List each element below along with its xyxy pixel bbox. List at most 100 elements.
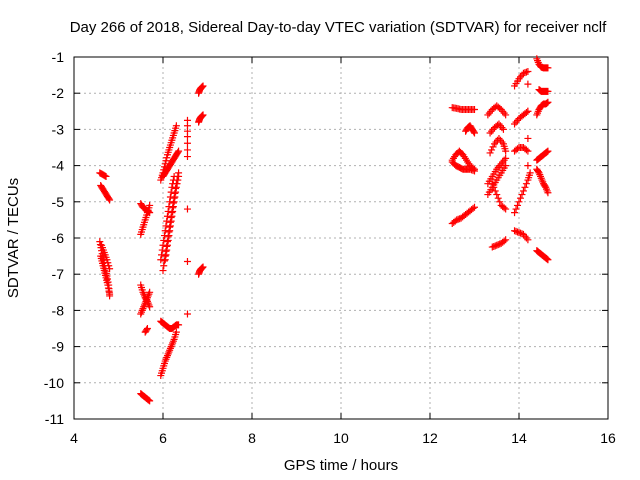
data-point (488, 146, 496, 154)
data-point (169, 207, 177, 215)
data-point (544, 189, 552, 197)
data-point (544, 87, 552, 95)
data-point (544, 256, 552, 264)
data-point (172, 183, 180, 191)
data-point (163, 154, 171, 162)
data-point (499, 125, 507, 133)
data-point (514, 145, 522, 153)
data-points (96, 55, 552, 405)
data-point (471, 129, 478, 137)
data-point (524, 162, 532, 170)
data-point (183, 258, 191, 266)
data-point (521, 183, 529, 191)
data-point (524, 147, 532, 155)
data-point (471, 105, 478, 113)
data-point (471, 203, 478, 211)
data-point (542, 148, 550, 156)
y-tick-label: -4 (52, 158, 65, 174)
data-point (468, 166, 476, 174)
data-point (502, 162, 510, 170)
data-point (519, 69, 527, 77)
y-axis-label: SDTVAR / TECUs (5, 178, 22, 298)
data-point (168, 212, 176, 220)
data-point (164, 236, 172, 244)
data-point (160, 262, 168, 270)
data-point (172, 122, 180, 130)
data-point (146, 397, 154, 405)
data-point (454, 215, 462, 223)
data-point (166, 227, 174, 235)
data-point (175, 172, 183, 180)
data-point (544, 64, 552, 72)
grid-lines (74, 57, 608, 419)
data-point (146, 288, 154, 296)
data-point (519, 187, 527, 195)
data-point (521, 69, 529, 77)
data-point (146, 201, 154, 209)
data-point (146, 303, 154, 311)
x-axis-label: GPS time / hours (284, 457, 398, 474)
data-point (489, 143, 497, 151)
data-point (500, 237, 508, 245)
data-point (101, 172, 109, 180)
data-point (166, 222, 174, 230)
data-point (515, 229, 523, 237)
data-point (502, 236, 510, 244)
data-point (106, 265, 114, 273)
data-point (516, 229, 524, 237)
data-point (493, 121, 501, 129)
data-point (145, 396, 153, 404)
data-point (544, 98, 552, 106)
data-point (199, 82, 207, 90)
data-point (493, 241, 501, 249)
data-point (162, 251, 170, 259)
data-point (512, 205, 520, 213)
data-point (453, 216, 461, 224)
data-point (174, 148, 182, 156)
chart-title: Day 266 of 2018, Sidereal Day-to-day VTE… (70, 19, 607, 36)
data-point (502, 154, 510, 162)
data-point (163, 241, 171, 249)
data-point (543, 99, 551, 107)
data-point (514, 201, 522, 209)
data-point (469, 204, 477, 212)
data-point (522, 68, 530, 76)
axis-ticks: 4 6 8 10 12 14 16 -1 -2 -3 -4 -5 -6 -7 -8 -9 -10 -11 (44, 49, 616, 446)
data-point (496, 104, 504, 112)
data-point (524, 80, 532, 88)
data-point (541, 182, 549, 190)
data-point (543, 255, 551, 263)
data-point (494, 241, 502, 249)
data-point (183, 139, 191, 147)
data-point (143, 326, 151, 334)
y-tick-label: -10 (44, 375, 64, 391)
data-point (162, 157, 170, 165)
data-point (174, 176, 182, 184)
data-point (102, 172, 110, 180)
data-point (183, 310, 191, 318)
data-point (502, 147, 510, 155)
x-tick-label: 8 (248, 430, 256, 446)
data-point (526, 169, 534, 177)
data-point (161, 160, 169, 168)
data-point (500, 204, 508, 212)
data-point (524, 134, 532, 142)
data-point (469, 166, 477, 174)
data-point (183, 205, 191, 213)
data-point (518, 191, 526, 199)
y-tick-label: -1 (52, 49, 65, 65)
data-point (167, 217, 175, 225)
data-point (106, 196, 114, 204)
y-tick-label: -8 (52, 302, 65, 318)
data-point (106, 290, 114, 298)
data-point (522, 109, 530, 117)
data-point (502, 111, 510, 119)
data-point (542, 99, 550, 107)
data-point (490, 183, 498, 191)
y-tick-label: -11 (45, 411, 64, 427)
data-point (488, 243, 496, 251)
y-tick-label: -2 (52, 85, 65, 101)
data-point (470, 128, 478, 136)
data-point (534, 168, 542, 176)
